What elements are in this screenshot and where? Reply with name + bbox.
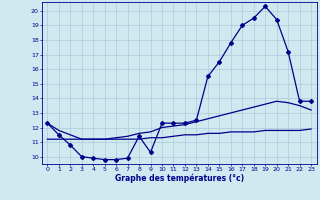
- X-axis label: Graphe des températures (°c): Graphe des températures (°c): [115, 173, 244, 183]
